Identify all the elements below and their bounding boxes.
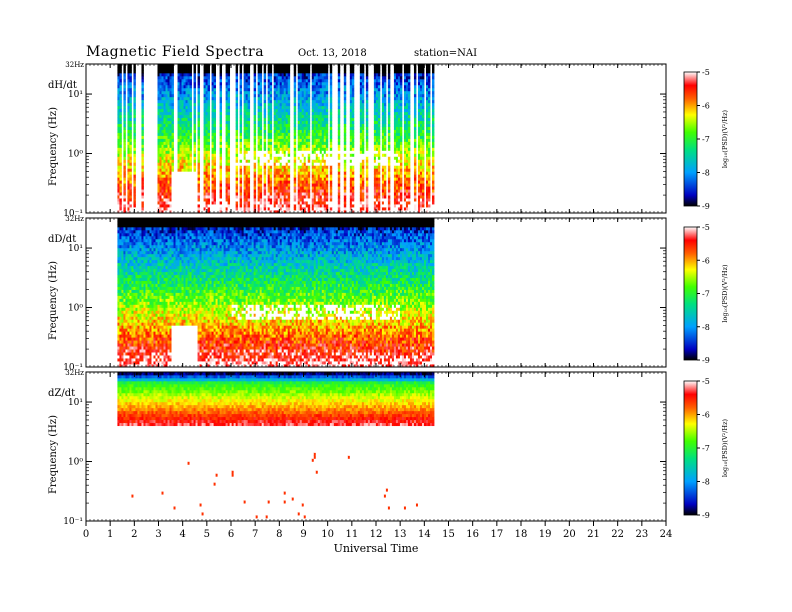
x-tick-label: 2 — [131, 529, 137, 540]
x-tick-label: 12 — [370, 529, 383, 540]
colorbar-tick-label: -7 — [702, 135, 710, 144]
colorbar-label: log₁₀(PSD)(V²/Hz) — [721, 109, 729, 168]
x-tick-label: 14 — [418, 529, 431, 540]
x-tick-label: 21 — [587, 529, 600, 540]
x-tick-label: 4 — [179, 529, 185, 540]
colorbar-tick-label: -5 — [702, 377, 710, 386]
x-tick-label: 18 — [515, 529, 528, 540]
top-frequency-label: 32Hz — [65, 215, 84, 223]
colorbar: -5 -6 -7 -8 -9 log₁₀(PSD)(V²/Hz) — [684, 223, 729, 365]
y-tick-label: 10¹ — [68, 90, 83, 100]
y-tick-label: 10⁰ — [68, 304, 83, 314]
colorbar: -5 -6 -7 -8 -9 log₁₀(PSD)(V²/Hz) — [684, 377, 729, 520]
x-tick-label: 13 — [394, 529, 407, 540]
colorbar-label: log₁₀(PSD)(V²/Hz) — [721, 418, 729, 477]
colorbar-tick-label: -7 — [702, 444, 710, 453]
y-tick-label: 10⁰ — [68, 458, 83, 468]
colorbar-tick-label: -8 — [702, 478, 710, 487]
colorbar-tick-label: -6 — [702, 102, 710, 111]
x-tick-label: 9 — [300, 529, 306, 540]
x-tick-label: 0 — [83, 529, 89, 540]
colorbar-tick-label: -5 — [702, 68, 710, 77]
colorbar-tick-label: -9 — [702, 202, 710, 211]
x-tick-label: 15 — [442, 529, 455, 540]
x-tick-label: 20 — [563, 529, 576, 540]
y-axis-label: Frequency (Hz) — [48, 261, 59, 340]
spectrogram-heatmap — [117, 218, 434, 367]
colorbar-tick-label: -6 — [702, 411, 710, 420]
x-tick-label: 11 — [345, 529, 358, 540]
x-tick-label: 6 — [228, 529, 234, 540]
y-axis-label: Frequency (Hz) — [48, 415, 59, 494]
spectrogram-figure: 32HzdH/dt10¹10⁰10⁻¹Frequency (Hz)-5-6-7-… — [0, 0, 792, 612]
colorbar-tick-label: -7 — [702, 290, 710, 299]
x-tick-label: 19 — [539, 529, 552, 540]
x-tick-label: 7 — [252, 529, 258, 540]
x-tick-label: 5 — [204, 529, 210, 540]
top-frequency-label: 32Hz — [65, 369, 84, 377]
colorbar-tick-label: -6 — [702, 256, 710, 265]
y-tick-label: 10⁰ — [68, 150, 83, 160]
x-tick-label: 10 — [321, 529, 334, 540]
colorbar-tick-label: -5 — [702, 223, 710, 232]
y-tick-label: 10⁻¹ — [63, 517, 83, 527]
x-tick-label: 1 — [107, 529, 113, 540]
y-axis-label: Frequency (Hz) — [48, 107, 59, 186]
colorbar-tick-label: -8 — [702, 169, 710, 178]
spectrogram-heatmap — [117, 372, 434, 521]
colorbar-gradient — [684, 381, 697, 515]
colorbar-gradient — [684, 72, 697, 206]
x-tick-label: 16 — [466, 529, 479, 540]
y-tick-label: 10¹ — [68, 398, 83, 408]
colorbar-tick-label: -8 — [702, 323, 710, 332]
colorbar-tick-label: -9 — [702, 356, 710, 365]
x-tick-label: 8 — [276, 529, 282, 540]
colorbar-gradient — [684, 227, 697, 360]
x-tick-label: 24 — [660, 529, 673, 540]
x-tick-label: 22 — [611, 529, 624, 540]
x-tick-label: 23 — [635, 529, 648, 540]
spectrogram-heatmap — [117, 64, 434, 213]
colorbar-label: log₁₀(PSD)(V²/Hz) — [721, 264, 729, 323]
x-axis-label: Universal Time — [334, 542, 419, 555]
colorbar: -5 -6 -7 -8 -9 log₁₀(PSD)(V²/Hz) — [684, 68, 729, 211]
x-tick-label: 3 — [155, 529, 161, 540]
colorbar-tick-label: -9 — [702, 511, 710, 520]
top-frequency-label: 32Hz — [65, 61, 84, 69]
x-tick-label: 17 — [490, 529, 503, 540]
y-tick-label: 10¹ — [68, 244, 83, 254]
